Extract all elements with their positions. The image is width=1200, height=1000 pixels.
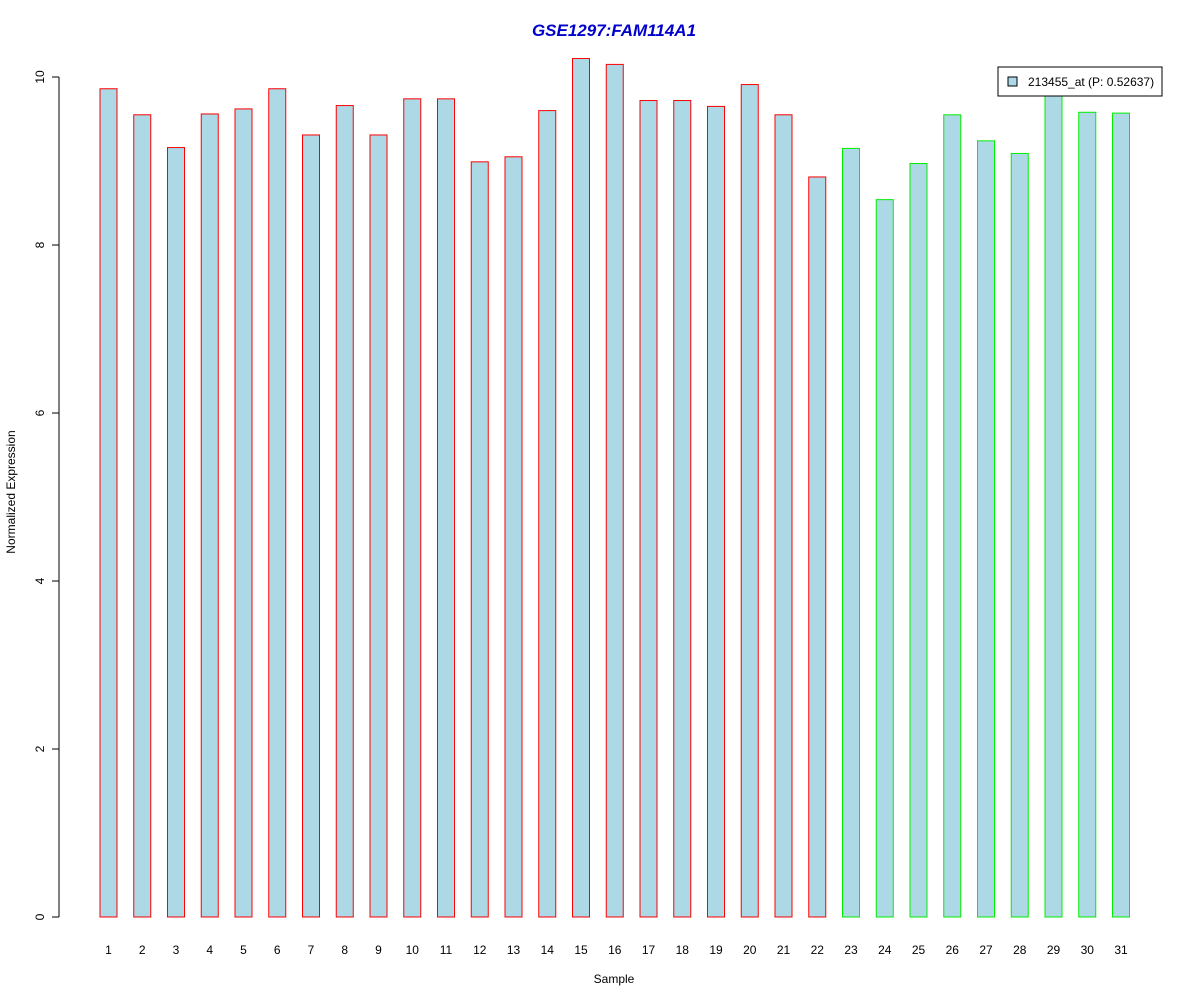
y-axis: 0 2 4 6 8 10 bbox=[33, 70, 60, 920]
bar bbox=[268, 88, 287, 918]
legend-label: 213455_at (P: 0.52637) bbox=[1028, 75, 1154, 89]
y-tick-label: 8 bbox=[33, 241, 47, 248]
x-tick-label: 11 bbox=[440, 943, 453, 957]
legend: 213455_at (P: 0.52637) bbox=[997, 66, 1163, 97]
bar bbox=[774, 114, 793, 918]
bar bbox=[335, 105, 354, 918]
x-tick-label: 24 bbox=[878, 943, 892, 957]
bar bbox=[99, 88, 118, 918]
x-tick-label: 2 bbox=[139, 943, 146, 957]
y-tick-label: 6 bbox=[33, 409, 47, 416]
bar bbox=[133, 114, 152, 918]
bar bbox=[302, 134, 320, 918]
y-tick-label: 2 bbox=[33, 745, 47, 752]
x-tick-labels: 1 2 3 4 5 6 7 8 9 10 11 12 13 14 15 16 17 18 19 20 21 22 23 24 2… bbox=[105, 943, 1128, 957]
x-tick-label: 22 bbox=[811, 943, 825, 957]
y-tick-label: 10 bbox=[33, 70, 47, 84]
x-tick-label: 27 bbox=[979, 943, 993, 957]
bar bbox=[470, 161, 489, 918]
x-tick-label: 13 bbox=[507, 943, 521, 957]
bars bbox=[99, 58, 1130, 918]
bar bbox=[977, 140, 995, 918]
bar bbox=[200, 113, 219, 918]
x-tick-label: 25 bbox=[912, 943, 926, 957]
x-tick-label: 29 bbox=[1047, 943, 1061, 957]
x-tick-label: 23 bbox=[844, 943, 858, 957]
y-tick-label: 0 bbox=[33, 913, 47, 920]
x-tick-label: 10 bbox=[406, 943, 420, 957]
bar bbox=[842, 147, 860, 918]
bar bbox=[403, 98, 422, 918]
x-tick-label: 4 bbox=[206, 943, 213, 957]
y-axis-title: Normalized Expression bbox=[4, 430, 18, 553]
x-tick-label: 31 bbox=[1114, 943, 1128, 957]
bar bbox=[943, 114, 962, 918]
x-tick-label: 26 bbox=[946, 943, 960, 957]
x-tick-label: 28 bbox=[1013, 943, 1027, 957]
bar bbox=[538, 110, 557, 918]
bar bbox=[504, 156, 523, 918]
y-tick-label: 4 bbox=[33, 577, 47, 584]
x-tick-label: 16 bbox=[608, 943, 622, 957]
bar bbox=[875, 199, 894, 918]
bar bbox=[1044, 89, 1063, 918]
bar bbox=[808, 176, 827, 918]
x-tick-label: 5 bbox=[240, 943, 247, 957]
bar bbox=[1112, 112, 1130, 918]
bar bbox=[639, 100, 658, 918]
bar bbox=[740, 84, 759, 918]
x-tick-label: 30 bbox=[1081, 943, 1095, 957]
bar bbox=[572, 58, 590, 918]
x-tick-label: 15 bbox=[574, 943, 588, 957]
bar bbox=[1010, 152, 1029, 918]
bar bbox=[437, 98, 455, 918]
x-tick-label: 21 bbox=[777, 943, 791, 957]
bar bbox=[369, 134, 388, 918]
x-tick-label: 12 bbox=[473, 943, 487, 957]
x-tick-label: 18 bbox=[676, 943, 690, 957]
bar bbox=[909, 163, 928, 918]
x-tick-label: 6 bbox=[274, 943, 281, 957]
bar bbox=[707, 105, 725, 918]
x-tick-label: 7 bbox=[308, 943, 315, 957]
bar bbox=[234, 108, 253, 918]
x-tick-label: 3 bbox=[173, 943, 180, 957]
x-axis-title: Sample bbox=[594, 972, 635, 986]
x-tick-label: 19 bbox=[709, 943, 723, 957]
x-tick-label: 17 bbox=[642, 943, 656, 957]
x-tick-label: 1 bbox=[105, 943, 112, 957]
bar bbox=[605, 63, 624, 918]
legend-swatch bbox=[1007, 76, 1018, 87]
chart-title: GSE1297:FAM114A1 bbox=[532, 21, 696, 40]
legend-box bbox=[997, 66, 1163, 97]
x-tick-label: 20 bbox=[743, 943, 757, 957]
bar bbox=[1078, 111, 1097, 918]
x-tick-label: 9 bbox=[375, 943, 382, 957]
x-tick-label: 8 bbox=[341, 943, 348, 957]
x-tick-label: 14 bbox=[541, 943, 555, 957]
bar bbox=[167, 147, 185, 918]
bar bbox=[673, 100, 692, 918]
